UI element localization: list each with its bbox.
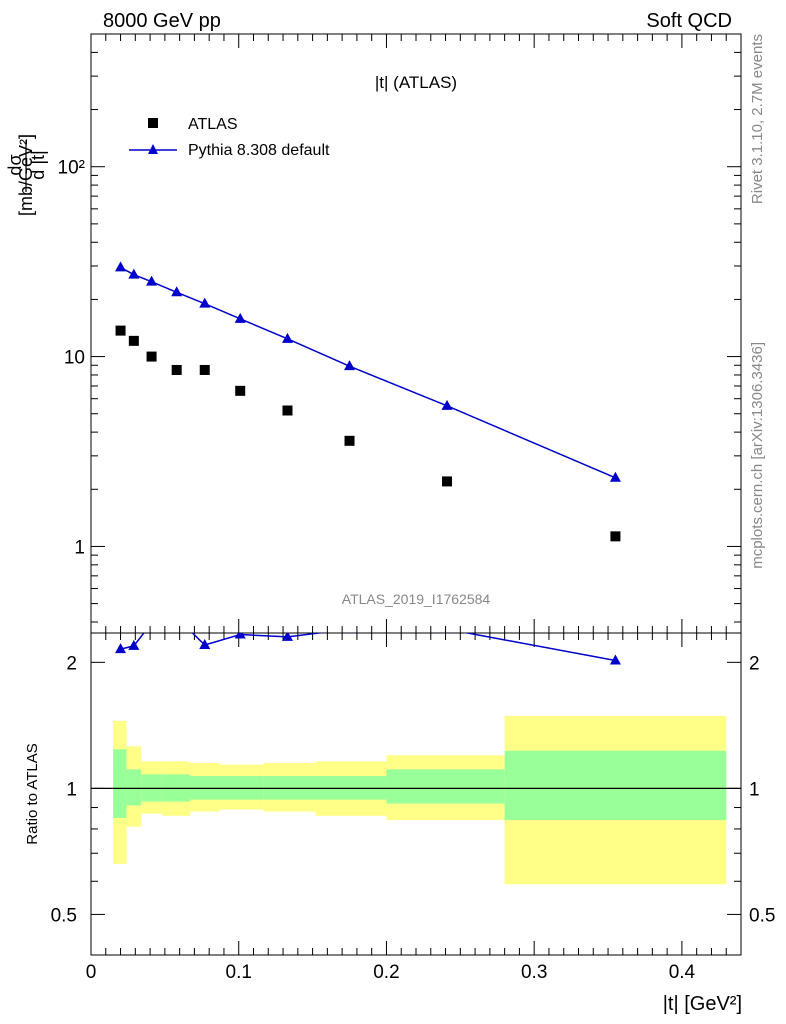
- ratio-line: [120, 633, 616, 662]
- main-ytick-label-0: 1: [74, 537, 85, 558]
- ratio-plot-marks: [115, 611, 621, 665]
- mc-point-9: [609, 471, 621, 482]
- data-point-9: [610, 531, 621, 542]
- mc-point-2: [146, 275, 158, 286]
- ratio-point-3: [171, 611, 182, 621]
- legend-marker-atlas: [148, 118, 158, 128]
- main-plot-title: |t| (ATLAS): [375, 73, 457, 92]
- ratio-point-1: [128, 639, 140, 650]
- data-point-5: [235, 385, 246, 396]
- ratio-point-4: [199, 638, 211, 649]
- ylabel-denominator: d |t|: [28, 150, 48, 179]
- mc-point-5: [234, 312, 246, 323]
- data-point-8: [442, 476, 453, 487]
- band-inner-8: [386, 769, 505, 804]
- ylabel-numerator: dσ: [5, 154, 25, 175]
- mc-point-3: [171, 286, 183, 297]
- ratio-ylabel: Ratio to ATLAS: [24, 743, 41, 844]
- legend-label-atlas: ATLAS: [188, 116, 238, 133]
- source-info: mcplots.cern.ch [arXiv:1306.3436]: [749, 342, 766, 569]
- mc-point-6: [281, 332, 293, 343]
- ratio-ytick-label-left-1: 1: [66, 779, 77, 800]
- ratio-point-9: [609, 654, 621, 665]
- data-point-6: [282, 405, 293, 416]
- band-inner-0: [113, 749, 127, 818]
- mc-point-1: [128, 268, 140, 279]
- main-ytick-label-2: 10²: [58, 158, 85, 179]
- axes-ticks: 1 10 10² 0.5 0.5 1 1 2 2 0 0.1 0.2 0.3 0.4: [51, 33, 775, 983]
- ratio-ytick-label-left-2: 2: [66, 653, 77, 674]
- xtick-label-1: 0.1: [226, 962, 252, 983]
- process-label: Soft QCD: [646, 10, 732, 32]
- ylabel-unit: [mb/GeV²]: [16, 134, 36, 216]
- band-inner-1: [126, 769, 142, 806]
- data-point-3: [171, 364, 182, 375]
- main-plot-marks: [115, 261, 621, 542]
- data-point-4: [199, 364, 210, 375]
- main-ylabel: dσ d |t| [mb/GeV²]: [5, 134, 48, 216]
- data-point-2: [146, 351, 157, 362]
- xaxis-label: |t| [GeV²]: [663, 993, 742, 1015]
- mc-point-4: [199, 297, 211, 308]
- xtick-label-2: 0.2: [373, 962, 399, 983]
- ratio-ytick-label-left-0: 0.5: [51, 905, 77, 926]
- main-ytick-label-1: 10: [64, 348, 85, 369]
- ratio-point-5: [234, 633, 246, 639]
- mc-point-0: [115, 261, 127, 272]
- ratio-point-0: [115, 643, 127, 654]
- data-point-7: [344, 435, 355, 446]
- ratio-point-6: [281, 633, 293, 641]
- data-point-0: [115, 325, 126, 336]
- ratio-ytick-label-right-2: 2: [749, 653, 760, 674]
- band-inner-9: [504, 750, 727, 821]
- energy-label: 8000 GeV pp: [103, 10, 221, 32]
- ratio-bands: [91, 715, 741, 885]
- rivet-info: Rivet 3.1.10, 2.7M events: [749, 34, 766, 204]
- mc-point-8: [441, 399, 453, 410]
- ratio-ytick-label-right-0: 0.5: [749, 905, 775, 926]
- mc-point-7: [344, 360, 356, 371]
- xtick-label-4: 0.4: [669, 962, 696, 983]
- mc-line: [120, 266, 616, 479]
- xtick-label-3: 0.3: [521, 962, 547, 983]
- legend-label-mc: Pythia 8.308 default: [188, 142, 330, 159]
- ratio-point-7: [344, 633, 356, 634]
- watermark: ATLAS_2019_I1762584: [342, 591, 491, 607]
- xtick-label-0: 0: [86, 962, 97, 983]
- legend: ATLAS Pythia 8.308 default: [129, 116, 330, 159]
- legend-marker-mc: [148, 144, 158, 154]
- ratio-ytick-label-right-1: 1: [749, 779, 760, 800]
- data-point-1: [128, 335, 139, 346]
- ratio-point-8: [441, 633, 453, 634]
- ratio-point-2: [146, 617, 157, 627]
